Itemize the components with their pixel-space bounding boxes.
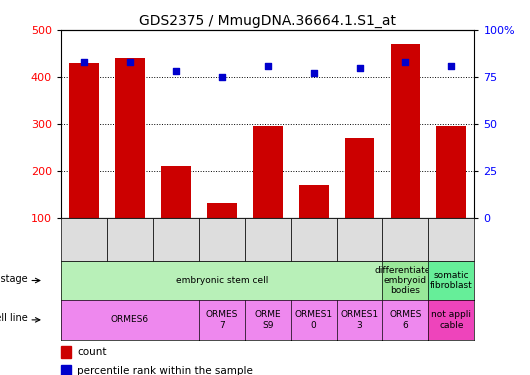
Text: ORME
S9: ORME S9 xyxy=(254,310,281,330)
Text: differentiated
embryoid
bodies: differentiated embryoid bodies xyxy=(374,266,437,296)
Bar xyxy=(207,203,236,217)
Text: somatic
fibroblast: somatic fibroblast xyxy=(430,271,473,290)
Point xyxy=(310,70,318,76)
Bar xyxy=(161,166,191,218)
Text: ORMES1
0: ORMES1 0 xyxy=(295,310,333,330)
Bar xyxy=(69,63,99,217)
Text: count: count xyxy=(77,346,107,357)
Bar xyxy=(61,365,71,375)
Bar xyxy=(437,126,466,218)
Text: embryonic stem cell: embryonic stem cell xyxy=(175,276,268,285)
Bar xyxy=(344,138,375,218)
Bar xyxy=(299,185,329,218)
Point xyxy=(447,63,456,69)
Point xyxy=(80,59,88,65)
Point xyxy=(401,59,410,65)
Text: not appli
cable: not appli cable xyxy=(431,310,471,330)
Text: development stage: development stage xyxy=(0,273,28,284)
Bar xyxy=(115,58,145,217)
Bar xyxy=(391,44,420,218)
Point xyxy=(355,64,364,70)
Text: percentile rank within the sample: percentile rank within the sample xyxy=(77,366,253,375)
Point xyxy=(217,74,226,80)
Point xyxy=(126,59,134,65)
Text: ORMES
6: ORMES 6 xyxy=(389,310,422,330)
Text: ORMES
7: ORMES 7 xyxy=(206,310,238,330)
Text: ORMES1
3: ORMES1 3 xyxy=(340,310,378,330)
Title: GDS2375 / MmugDNA.36664.1.S1_at: GDS2375 / MmugDNA.36664.1.S1_at xyxy=(139,13,396,28)
Bar xyxy=(61,346,71,358)
Point xyxy=(263,63,272,69)
Bar xyxy=(253,126,282,218)
Text: cell line: cell line xyxy=(0,313,28,323)
Point xyxy=(172,68,180,74)
Text: ORMES6: ORMES6 xyxy=(111,315,149,324)
